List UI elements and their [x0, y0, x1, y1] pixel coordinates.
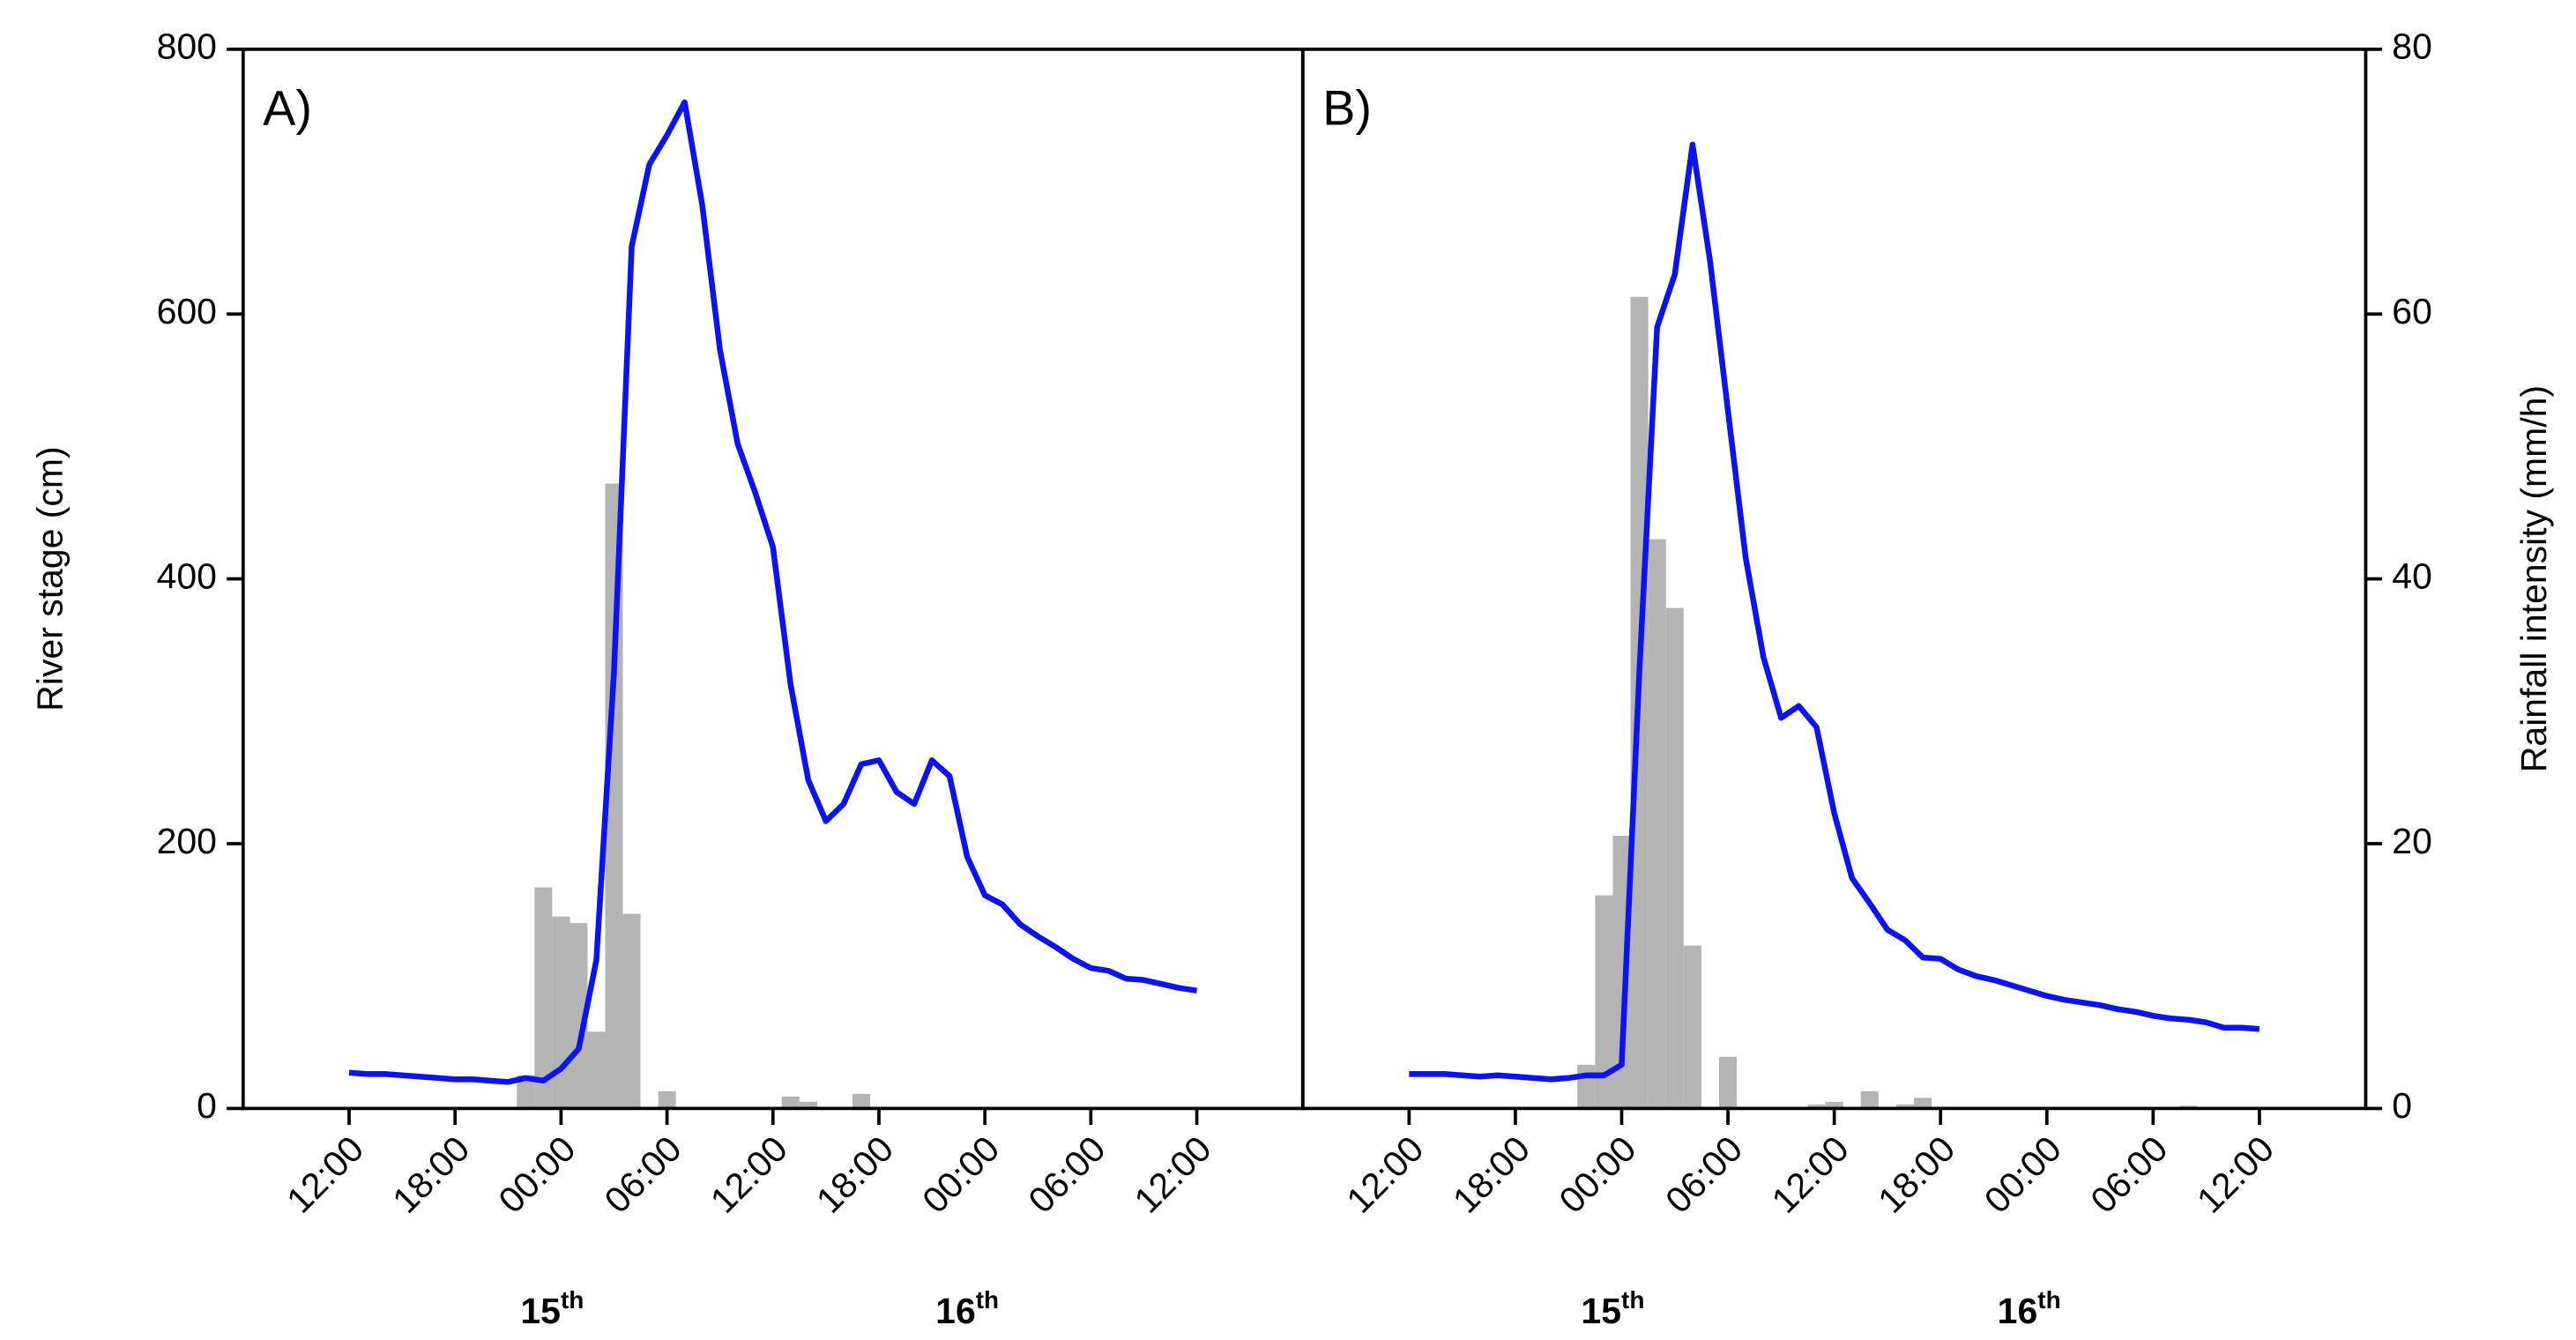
- day-label: 15th: [1581, 1287, 1644, 1331]
- rain-bar: [587, 1031, 606, 1109]
- y-tick-label: 400: [157, 555, 217, 596]
- x-tick-label: 12:00: [279, 1128, 371, 1221]
- y2-tick-label: 20: [2392, 821, 2432, 861]
- day-suffix: th: [1621, 1287, 1644, 1314]
- x-tick-label: 06:00: [1657, 1128, 1750, 1221]
- plot-frame: [1300, 48, 2368, 1111]
- x-tick-label: 12:00: [2189, 1128, 2282, 1221]
- rain-bar: [1577, 1064, 1596, 1109]
- rain-bar: [1825, 1101, 1843, 1109]
- y-tick-label: 200: [157, 821, 217, 861]
- day-suffix: th: [561, 1287, 584, 1314]
- day-number: 16: [1998, 1291, 2038, 1331]
- y-tick-label: 0: [197, 1085, 217, 1126]
- day-number: 15: [1581, 1291, 1621, 1331]
- rain-bar: [622, 913, 641, 1109]
- rain-bar: [781, 1096, 800, 1109]
- x-tick-label: 12:00: [1127, 1128, 1219, 1221]
- rain-bar: [1860, 1091, 1879, 1109]
- x-tick-label: 12:00: [1338, 1128, 1431, 1221]
- day-label: 15th: [520, 1287, 584, 1331]
- x-tick-label: 18:00: [384, 1128, 477, 1221]
- x-tick-label: 18:00: [1870, 1128, 1962, 1221]
- stage-line: [1409, 141, 2260, 1083]
- y2-tick-label: 80: [2392, 26, 2432, 67]
- x-tick-label: 12:00: [1764, 1128, 1857, 1221]
- rain-bar: [1807, 1104, 1826, 1109]
- day-label: 16th: [935, 1287, 999, 1331]
- rain-bar: [1665, 607, 1684, 1109]
- y-tick-label: 600: [157, 291, 217, 331]
- x-tick-label: 00:00: [1552, 1128, 1644, 1221]
- rain-bar: [534, 887, 553, 1109]
- x-tick-label: 12:00: [703, 1128, 795, 1221]
- rain-bar: [1914, 1098, 1932, 1109]
- x-tick-label: 06:00: [1021, 1128, 1113, 1221]
- x-tick-label: 18:00: [1445, 1128, 1537, 1221]
- day-number: 15: [520, 1291, 561, 1331]
- day-suffix: th: [2037, 1287, 2060, 1314]
- y2-tick-label: 60: [2392, 291, 2432, 331]
- day-suffix: th: [976, 1287, 999, 1314]
- rain-bar: [1683, 945, 1701, 1109]
- rain-bar: [517, 1075, 535, 1109]
- rain-bar: [852, 1093, 870, 1109]
- panel-label: B): [1322, 79, 1372, 135]
- y-axis-title: River stage (cm): [29, 446, 70, 711]
- rain-bar: [570, 923, 588, 1109]
- rain-bar: [605, 483, 623, 1109]
- rain-bar: [1595, 895, 1613, 1109]
- panel-label: A): [263, 79, 312, 135]
- day-number: 16: [935, 1291, 976, 1331]
- y2-axis-title: Rainfall intensity (mm/h): [2513, 385, 2554, 772]
- x-tick-label: 06:00: [597, 1128, 689, 1221]
- y2-tick-label: 40: [2392, 555, 2432, 596]
- rain-bar: [1719, 1056, 1738, 1109]
- stage-line: [348, 99, 1198, 1085]
- x-tick-label: 06:00: [2082, 1128, 2175, 1221]
- rain-bar: [1648, 539, 1666, 1109]
- rain-bar: [799, 1101, 817, 1109]
- rain-bar: [658, 1091, 676, 1109]
- x-tick-label: 18:00: [808, 1128, 901, 1221]
- rain-bar: [552, 916, 570, 1109]
- rain-bar: [1895, 1104, 1915, 1109]
- day-label: 16th: [1998, 1287, 2061, 1331]
- y-tick-label: 800: [157, 26, 217, 67]
- plot-frame: [241, 48, 1305, 1111]
- x-tick-label: 00:00: [491, 1128, 584, 1221]
- x-tick-label: 00:00: [1977, 1128, 2069, 1221]
- x-tick-label: 00:00: [914, 1128, 1007, 1221]
- y2-tick-label: 0: [2392, 1085, 2412, 1126]
